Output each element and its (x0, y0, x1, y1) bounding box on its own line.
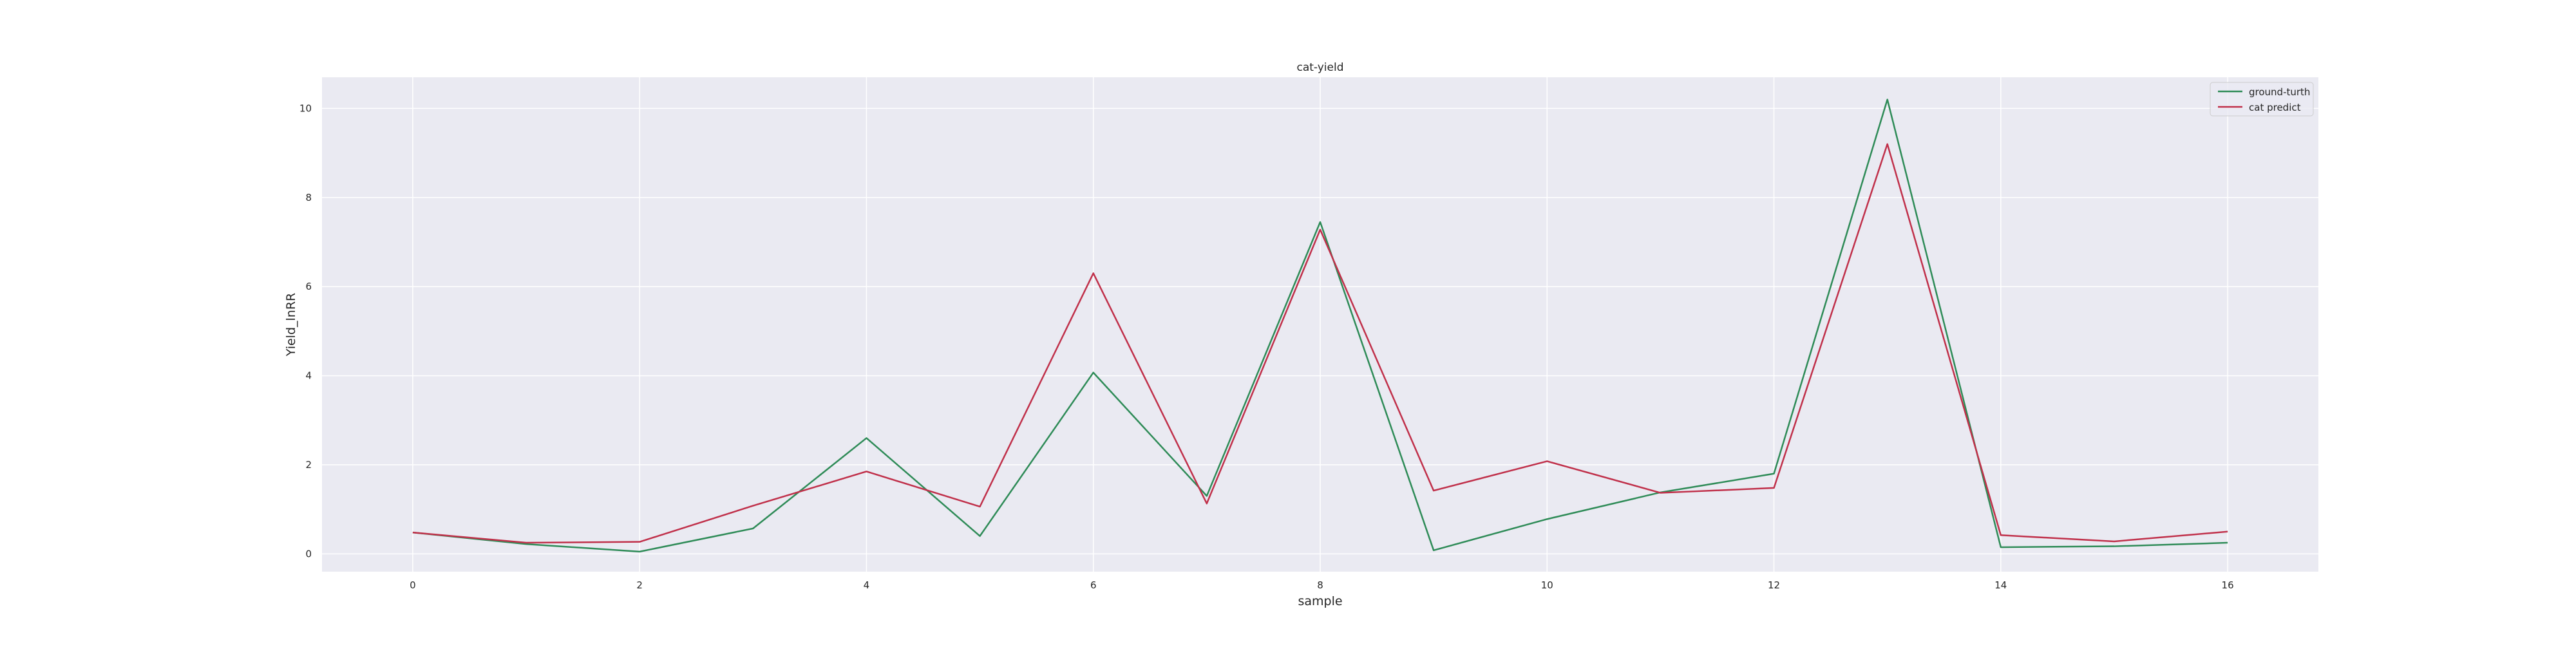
x-axis-ticks: 0 2 4 6 8 10 12 14 16 (410, 579, 2234, 591)
series-line-ground-turth (412, 98, 2228, 553)
x-tick-label: 8 (1317, 579, 1323, 591)
x-axis-label: sample (1298, 594, 1342, 608)
x-tick-label: 10 (1541, 579, 1553, 591)
y-tick-label: 6 (305, 281, 312, 292)
x-tick-label: 14 (1994, 579, 2007, 591)
y-axis-ticks: 0 2 4 6 8 10 (299, 102, 312, 559)
grid (322, 77, 2318, 572)
series (412, 98, 2228, 553)
x-tick-label: 16 (2222, 579, 2234, 591)
y-tick-label: 4 (305, 370, 312, 382)
x-tick-label: 4 (864, 579, 870, 591)
x-tick-label: 0 (410, 579, 416, 591)
y-tick-label: 0 (305, 548, 312, 559)
x-tick-label: 12 (1768, 579, 1780, 591)
x-tick-label: 6 (1090, 579, 1097, 591)
legend-label-cat-predict: cat predict (2249, 102, 2301, 113)
chart-title: cat-yield (1296, 61, 1343, 74)
legend: ground-turth cat predict (2210, 82, 2314, 117)
series-line-cat-predict (412, 143, 2228, 544)
x-tick-label: 2 (636, 579, 643, 591)
y-axis-label: Yield_lnRR (284, 293, 298, 357)
y-tick-label: 8 (305, 192, 312, 203)
y-tick-label: 2 (305, 459, 312, 471)
y-tick-label: 10 (299, 102, 312, 114)
legend-label-ground-turth: ground-turth (2249, 86, 2310, 98)
